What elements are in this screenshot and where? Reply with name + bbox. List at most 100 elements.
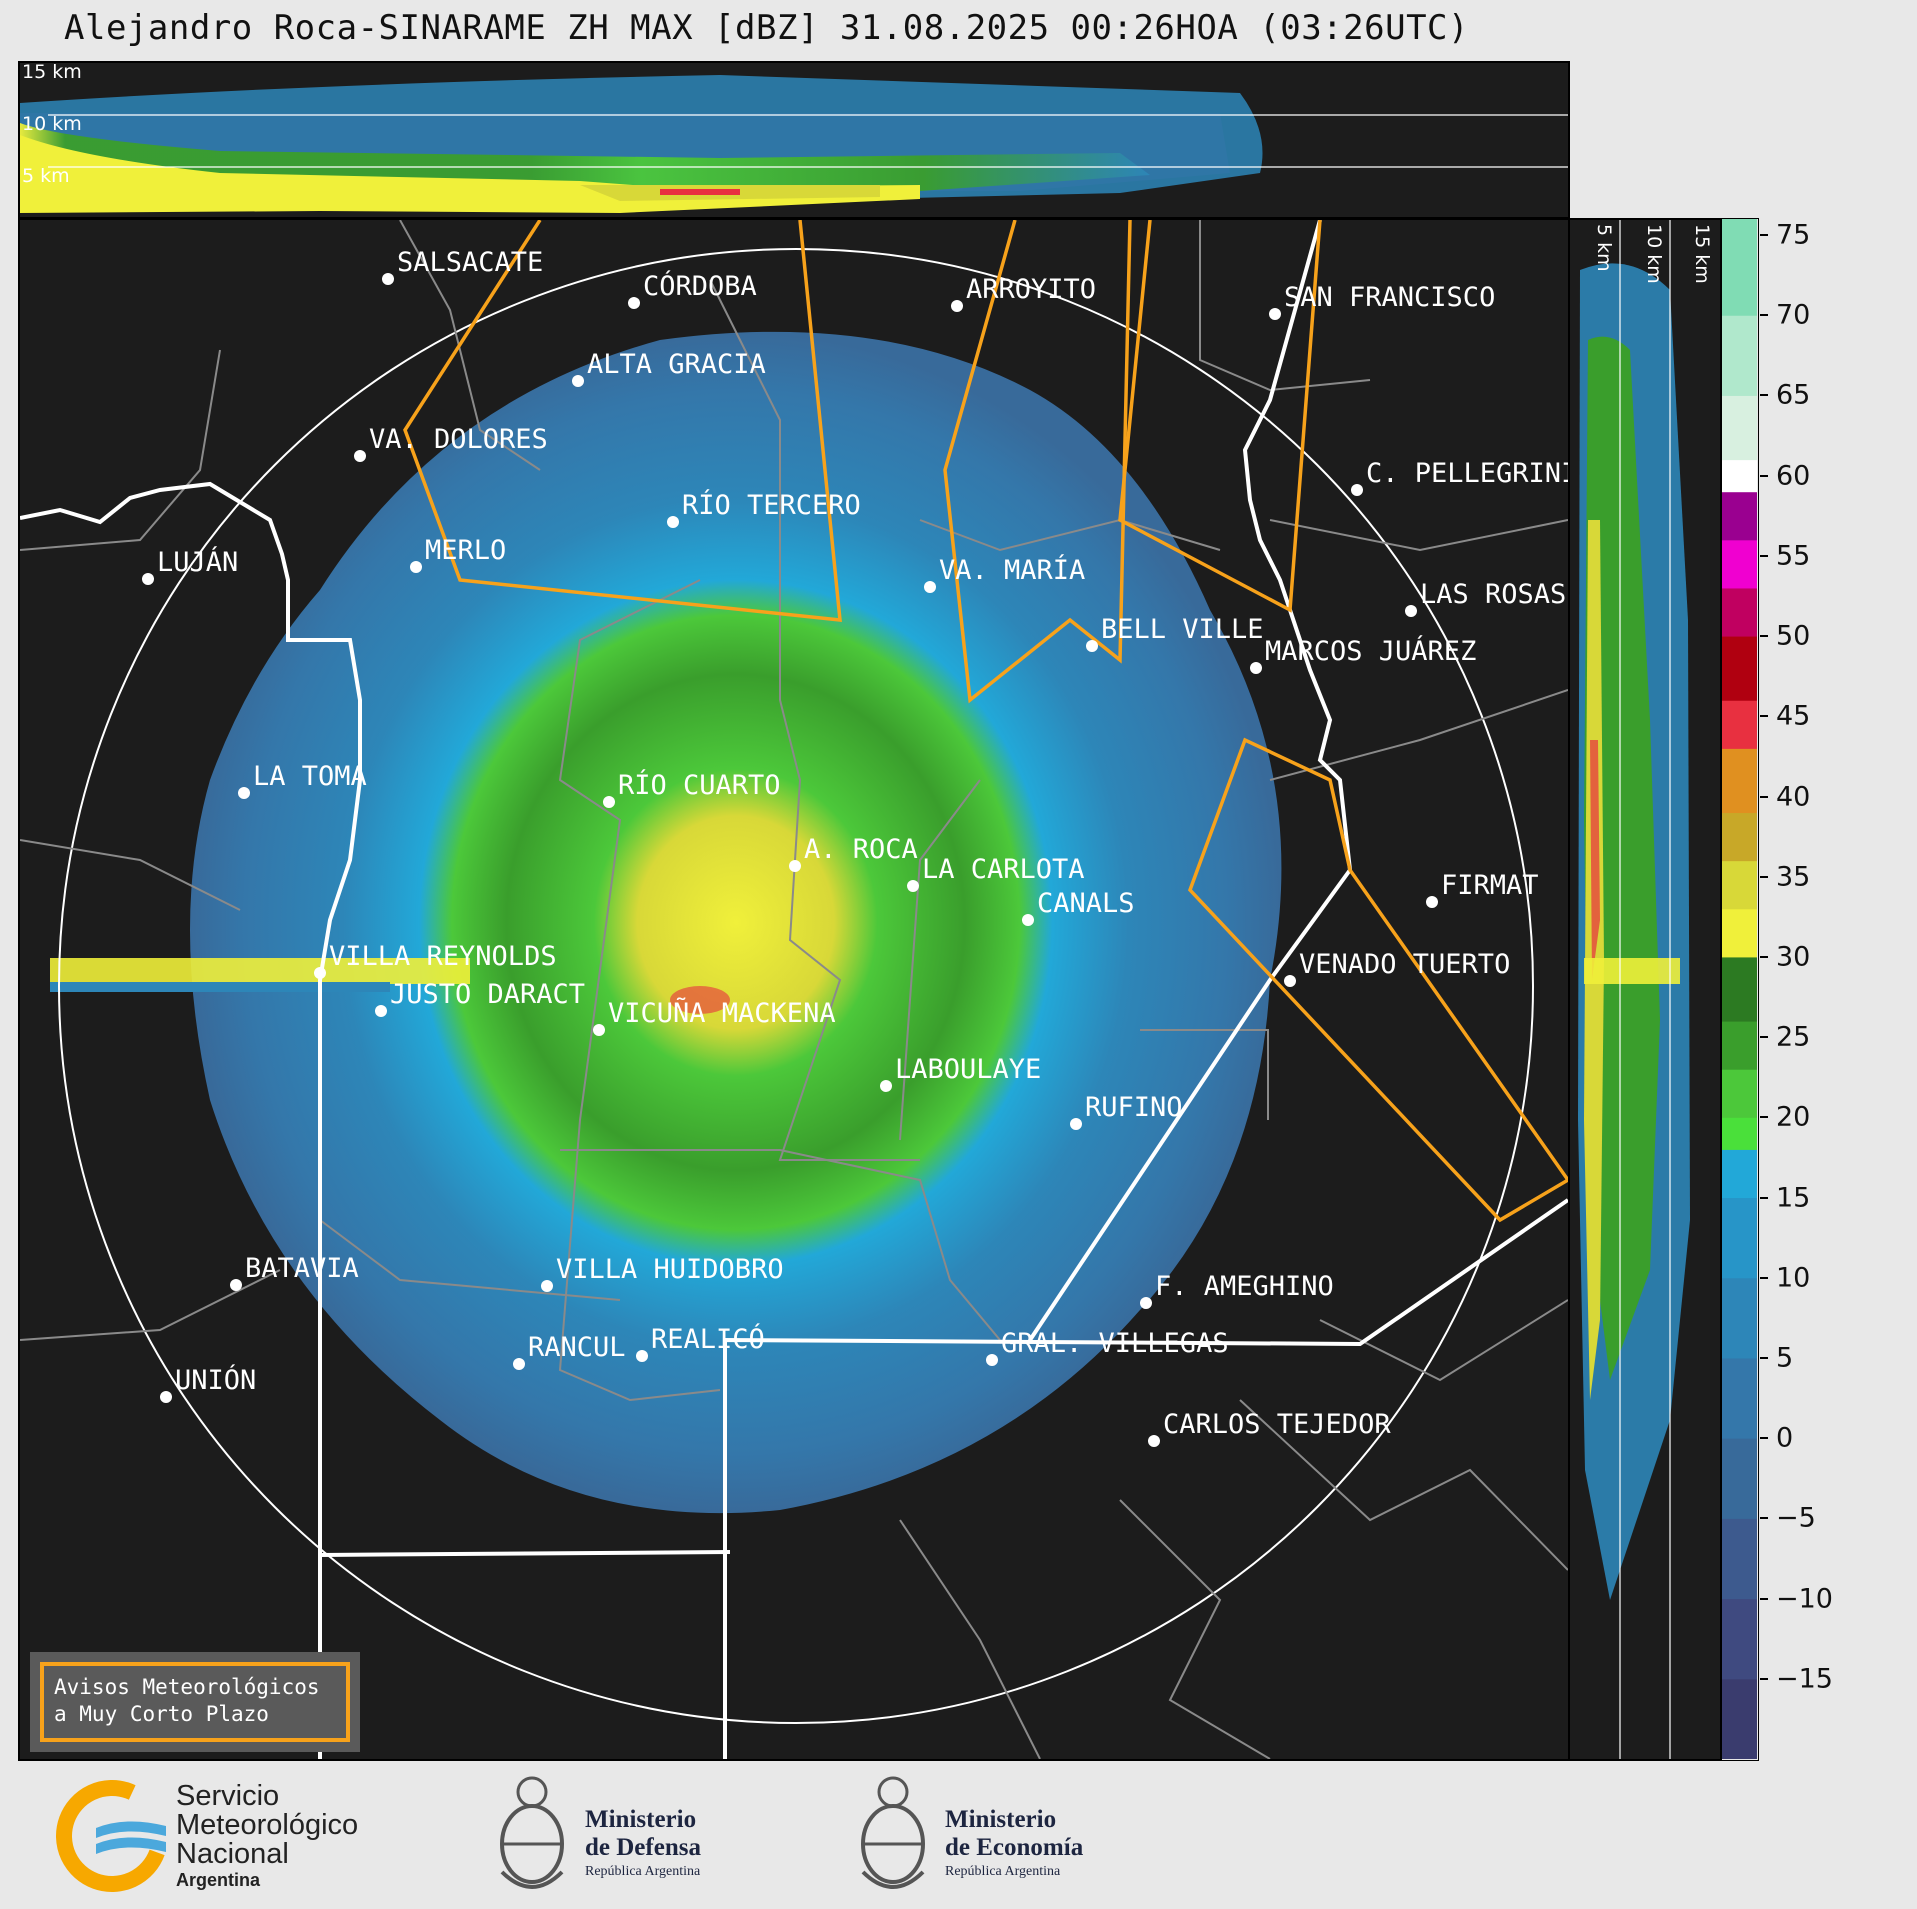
city-dot <box>880 1080 892 1092</box>
colorbar-tick-label: −5 <box>1776 1502 1816 1534</box>
colorbar-band <box>1722 539 1757 589</box>
colorbar-tick-label: 15 <box>1776 1182 1811 1214</box>
top-height-profile-panel: 15 km 10 km 5 km <box>18 61 1570 219</box>
city-label: ALTA GRACIA <box>587 349 766 380</box>
colorbar-tick <box>1760 1276 1768 1279</box>
city-label: VILLA HUIDOBRO <box>556 1254 784 1285</box>
city-label: LABOULAYE <box>895 1054 1041 1085</box>
city-dot <box>1070 1118 1082 1130</box>
economia-line3: República Argentina <box>945 1864 1061 1879</box>
colorbar-band <box>1722 700 1757 749</box>
colorbar-tick <box>1760 715 1768 718</box>
colorbar-tick-label: −15 <box>1776 1663 1833 1695</box>
department-borders <box>20 220 1568 1759</box>
colorbar-band <box>1722 1518 1757 1600</box>
city-label: MERLO <box>425 535 506 566</box>
colorbar-band <box>1722 1197 1757 1279</box>
city-label: LUJÁN <box>157 546 238 578</box>
city-dot <box>1405 605 1417 617</box>
colorbar-band <box>1722 219 1757 316</box>
colorbar-tick-label: 75 <box>1776 219 1811 251</box>
city-markers: SALSACATE CÓRDOBA ARROYITO SAN FRANCISCO ALT… <box>142 247 1568 1447</box>
city-dot <box>951 300 963 312</box>
city-dot <box>314 967 326 979</box>
colorbar-tick <box>1760 394 1768 397</box>
colorbar-tick-label: 70 <box>1776 299 1811 331</box>
smn-logo <box>56 1780 168 1892</box>
colorbar-tick <box>1760 1036 1768 1039</box>
colorbar-tick-label: 60 <box>1776 460 1811 492</box>
city-dot <box>1022 914 1034 926</box>
colorbar-band <box>1722 1117 1757 1150</box>
city-label: VICUÑA MACKENA <box>608 997 836 1029</box>
colorbar-band <box>1722 1277 1757 1359</box>
city-dot <box>410 561 422 573</box>
colorbar-tick-label: −10 <box>1776 1583 1833 1615</box>
colorbar-tick-label: 20 <box>1776 1101 1811 1133</box>
top-label-5km: 5 km <box>22 165 70 187</box>
colorbar-band <box>1722 1069 1757 1118</box>
city-dot <box>1140 1297 1152 1309</box>
colorbar-band <box>1722 491 1757 541</box>
city-dot <box>238 787 250 799</box>
colorbar-tick-label: 45 <box>1776 700 1811 732</box>
dbz-colorbar <box>1721 218 1759 1761</box>
colorbar-band <box>1722 1678 1757 1759</box>
colorbar-band <box>1722 1438 1757 1519</box>
colorbar-band <box>1722 1021 1757 1070</box>
side-label-15km: 15 km <box>1691 224 1713 284</box>
city-label: F. AMEGHINO <box>1155 1271 1334 1302</box>
city-dot <box>541 1280 553 1292</box>
colorbar-tick-label: 25 <box>1776 1021 1811 1053</box>
city-label: LAS ROSAS <box>1420 579 1566 610</box>
city-dot <box>1284 975 1296 987</box>
city-label: FIRMAT <box>1441 870 1539 901</box>
colorbar-tick-label: 30 <box>1776 941 1811 973</box>
city-label: CANALS <box>1037 888 1135 919</box>
colorbar-tick <box>1760 795 1768 798</box>
city-dot <box>513 1358 525 1370</box>
colorbar-band <box>1722 1149 1757 1199</box>
city-dot <box>375 1005 387 1017</box>
colorbar-band <box>1722 860 1757 910</box>
smn-line2: Meteorológico <box>176 1809 359 1841</box>
city-dot <box>907 880 919 892</box>
radar-map-panel[interactable]: SALSACATE CÓRDOBA ARROYITO SAN FRANCISCO ALT… <box>18 218 1570 1761</box>
warning-legend-line2: a Muy Corto Plazo <box>54 1702 269 1726</box>
city-dot <box>382 273 394 285</box>
economia-line2: de Economía <box>945 1834 1084 1861</box>
top-label-15km: 15 km <box>22 63 82 83</box>
city-label: VENADO TUERTO <box>1299 949 1510 980</box>
city-label: LA TOMA <box>253 761 367 792</box>
city-dot <box>628 297 640 309</box>
colorbar-tick <box>1760 474 1768 477</box>
city-label: A. ROCA <box>804 834 918 865</box>
colorbar-tick-label: 0 <box>1776 1422 1794 1454</box>
colorbar-tick <box>1760 955 1768 958</box>
colorbar-band <box>1722 908 1757 958</box>
smn-name: Servicio Meteorológico Nacional Argentin… <box>176 1782 358 1891</box>
city-label: VA. MARÍA <box>939 554 1085 586</box>
colorbar-tick-label: 40 <box>1776 781 1811 812</box>
defensa-name: Ministerio de Defensa República Argentin… <box>585 1806 701 1882</box>
city-label: RUFINO <box>1085 1092 1183 1123</box>
city-dot <box>667 516 679 528</box>
side-height-profile-panel: 5 km 10 km 15 km <box>1568 218 1722 1761</box>
top-label-10km: 10 km <box>22 113 82 135</box>
city-label: RÍO TERCERO <box>682 489 861 521</box>
warning-polygons[interactable] <box>403 220 1568 1223</box>
city-label: SALSACATE <box>397 247 543 278</box>
colorbar-tick <box>1760 1517 1768 1520</box>
city-label: JUSTO DARACT <box>390 979 585 1010</box>
colorbar-band <box>1722 636 1757 701</box>
smn-line4: Argentina <box>176 1870 261 1890</box>
city-dot <box>789 860 801 872</box>
city-dot <box>924 581 936 593</box>
city-label: SAN FRANCISCO <box>1284 282 1495 313</box>
defensa-line1: Ministerio <box>585 1806 697 1833</box>
city-label: GRAL. VILLEGAS <box>1001 1328 1229 1359</box>
city-label: UNIÓN <box>175 1364 256 1396</box>
side-label-5km: 5 km <box>1593 224 1615 272</box>
city-label: VILLA REYNOLDS <box>329 941 557 972</box>
warning-legend-box[interactable]: Avisos Meteorológicos a Muy Corto Plazo <box>30 1652 360 1752</box>
